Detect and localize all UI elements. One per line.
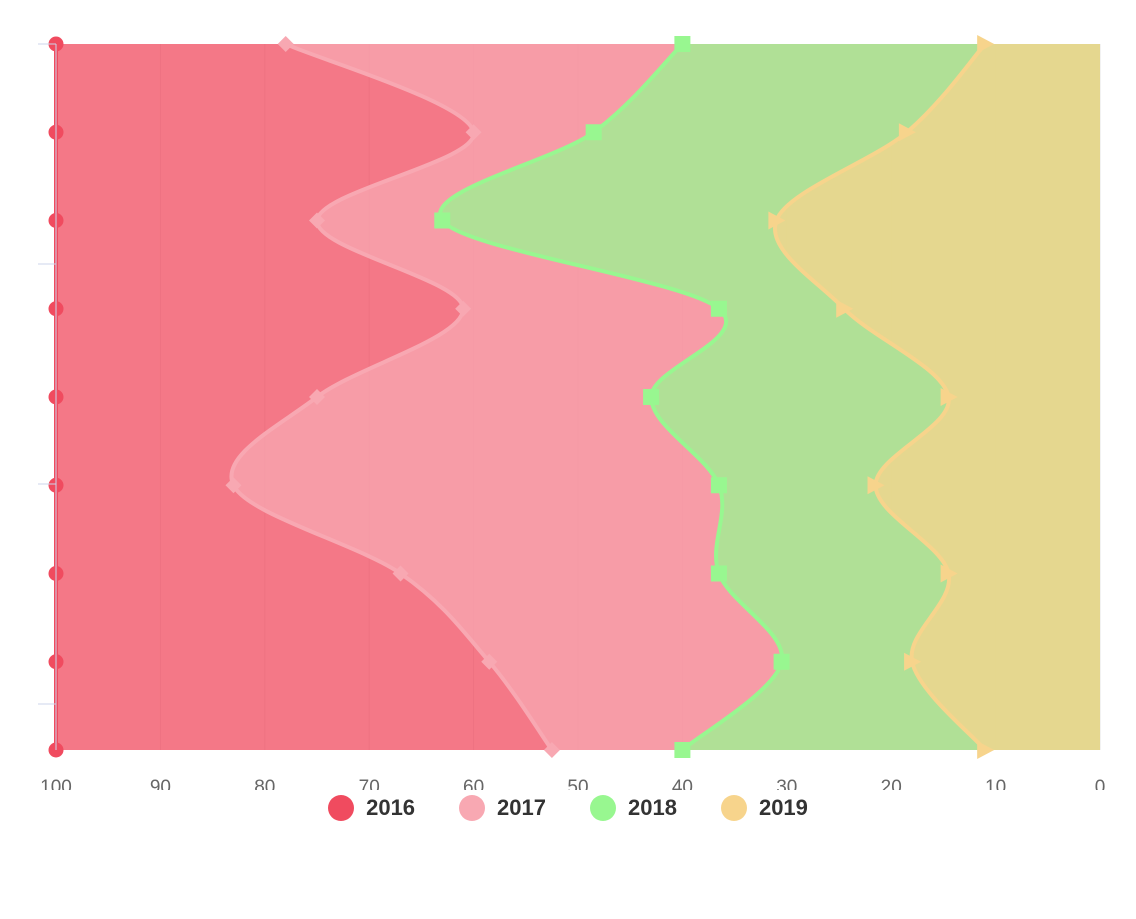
data-point-2019-1 <box>898 123 916 142</box>
data-point-2019-7 <box>904 652 922 671</box>
data-point-2017-4 <box>309 389 325 405</box>
x-tick-label: 90 <box>150 777 171 790</box>
legend-swatch-2016 <box>328 795 355 821</box>
area-series-2019 <box>774 44 1100 750</box>
data-point-2019-2 <box>768 211 786 230</box>
data-point-2018-1 <box>585 124 602 141</box>
x-tick-label: 100 <box>40 777 72 790</box>
x-tick-label: 0 <box>1095 777 1106 790</box>
data-point-2019-3 <box>836 299 854 318</box>
data-point-2017-2 <box>309 212 325 229</box>
legend-item-2016[interactable]: 2016 <box>328 795 415 821</box>
legend-swatch-2017 <box>459 795 486 821</box>
data-point-2018-5 <box>710 477 727 494</box>
data-point-2019-5 <box>867 476 885 495</box>
x-tick-label: 30 <box>776 777 797 790</box>
data-point-2018-8 <box>674 742 691 758</box>
data-point-2017-7 <box>481 653 498 670</box>
data-point-2017-0 <box>277 36 294 52</box>
legend-item-2017[interactable]: 2017 <box>459 795 546 821</box>
data-point-2017-3 <box>455 300 472 317</box>
x-tick-label: 80 <box>254 777 275 790</box>
line-series-2017 <box>229 42 554 752</box>
data-point-2017-1 <box>465 124 482 141</box>
data-point-2017-6 <box>392 565 409 582</box>
series-markers <box>48 35 995 759</box>
x-tick-label: 60 <box>463 777 484 790</box>
data-point-2019-0 <box>977 35 995 53</box>
data-point-2018-6 <box>710 565 727 582</box>
legend-label: 2017 <box>497 795 546 820</box>
x-tick-label: 20 <box>881 777 902 790</box>
data-point-2018-7 <box>773 653 790 670</box>
legend-label: 2019 <box>758 795 808 820</box>
data-point-2019-8 <box>977 741 995 759</box>
x-axis-tick-labels: 100 90 80 70 60 50 40 30 20 10 0 <box>40 777 1105 790</box>
x-tick-label: 10 <box>985 777 1006 790</box>
data-point-2019-4 <box>940 388 958 406</box>
legend-item-2019[interactable]: 2019 <box>720 795 808 821</box>
line-series-2018 <box>438 42 784 752</box>
data-point-2019-6 <box>940 564 958 583</box>
data-point-2018-2 <box>434 212 451 229</box>
legend-label: 2016 <box>366 795 416 820</box>
x-tick-label: 70 <box>359 777 380 790</box>
data-point-2017-5 <box>225 477 242 494</box>
data-point-2018-3 <box>710 300 727 317</box>
legend-swatch-2019 <box>720 795 747 821</box>
legend: 2016 2017 2018 2019 <box>0 795 1136 821</box>
legend-label: 2018 <box>628 795 677 820</box>
category-axis <box>38 43 57 750</box>
legend-swatch-2018 <box>590 795 616 821</box>
x-tick-label: 50 <box>567 777 588 790</box>
data-point-2018-4 <box>643 389 660 405</box>
data-point-2017-8 <box>543 742 560 758</box>
x-tick-label: 40 <box>672 777 693 790</box>
legend-item-2018[interactable]: 2018 <box>590 795 677 821</box>
stacked-area-chart: 100 90 80 70 60 50 40 30 20 10 0 <box>38 35 1105 790</box>
data-point-2018-0 <box>674 36 691 52</box>
